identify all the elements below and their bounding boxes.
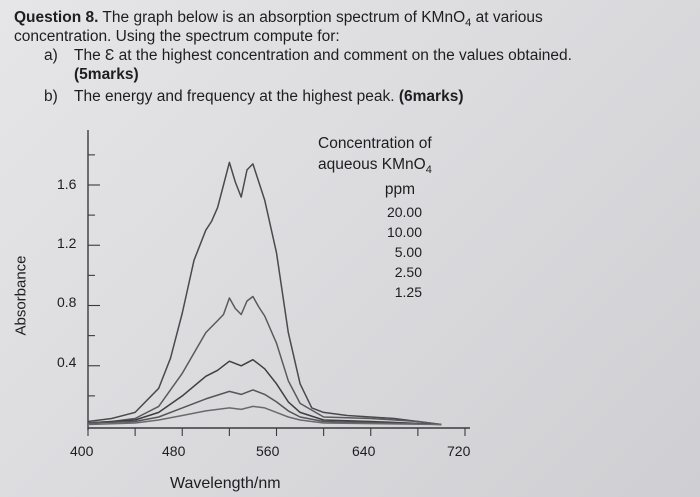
y-tick-label: 0.4 <box>57 354 77 370</box>
y-tick-label: 1.6 <box>57 176 77 192</box>
y-tick-label: 0.8 <box>57 294 77 310</box>
part-b-marks: (6marks) <box>394 88 464 105</box>
series-line-20-00-ppm <box>87 161 442 426</box>
part-a-label: a) <box>44 47 58 64</box>
x-tick-label: 400 <box>70 443 94 459</box>
part-a: a) The Ɛ at the highest concentration and… <box>44 46 572 65</box>
formula-subscript: 4 <box>465 17 472 30</box>
x-tick-label: 560 <box>256 443 280 459</box>
x-axis-label: Wavelength/nm <box>170 475 281 492</box>
legend-entry: 10.00 <box>386 224 422 240</box>
series-line-2-50-ppm <box>87 389 442 426</box>
y-tick-label: 1.2 <box>57 235 77 251</box>
legend-title-line-1: Concentration of <box>318 135 432 152</box>
question-line-1: Question 8. The graph below is an absorp… <box>14 8 543 33</box>
legend-unit: ppm <box>384 181 416 198</box>
x-tick-label: 720 <box>447 443 471 459</box>
legend-entry: 5.00 <box>394 244 422 260</box>
x-tick-label: 480 <box>162 443 186 459</box>
question-line-2: concentration. Using the spectrum comput… <box>14 28 340 45</box>
legend-formula-subscript: 4 <box>425 164 432 177</box>
legend-entry: 2.50 <box>394 264 422 280</box>
series-line-5-00-ppm <box>87 358 442 426</box>
question-intro-end: at various <box>471 9 543 26</box>
part-b-label: b) <box>44 88 58 105</box>
legend-entry: 20.00 <box>386 204 422 220</box>
series-line-10-00-ppm <box>87 295 442 426</box>
question-intro: The graph below is an absorption spectru… <box>98 9 466 26</box>
legend-formula: aqueous KMnO <box>318 156 426 173</box>
y-axis-label: Absorbance <box>12 255 30 336</box>
x-tick-label: 640 <box>352 443 376 459</box>
part-a-text: The Ɛ at the highest concentration and c… <box>74 47 572 64</box>
chart-axes <box>87 130 470 436</box>
legend-entry: 1.25 <box>394 284 422 300</box>
chart-curves <box>87 161 442 426</box>
legend-title-line-2: aqueous KMnO4 <box>318 155 432 180</box>
question-number: Question 8. <box>14 9 99 26</box>
part-a-marks: (5marks) <box>74 66 139 83</box>
part-b-text: The energy and frequency at the highest … <box>74 88 395 105</box>
part-b: b) The energy and frequency at the highes… <box>44 87 464 106</box>
series-line-1-25-ppm <box>87 405 442 426</box>
